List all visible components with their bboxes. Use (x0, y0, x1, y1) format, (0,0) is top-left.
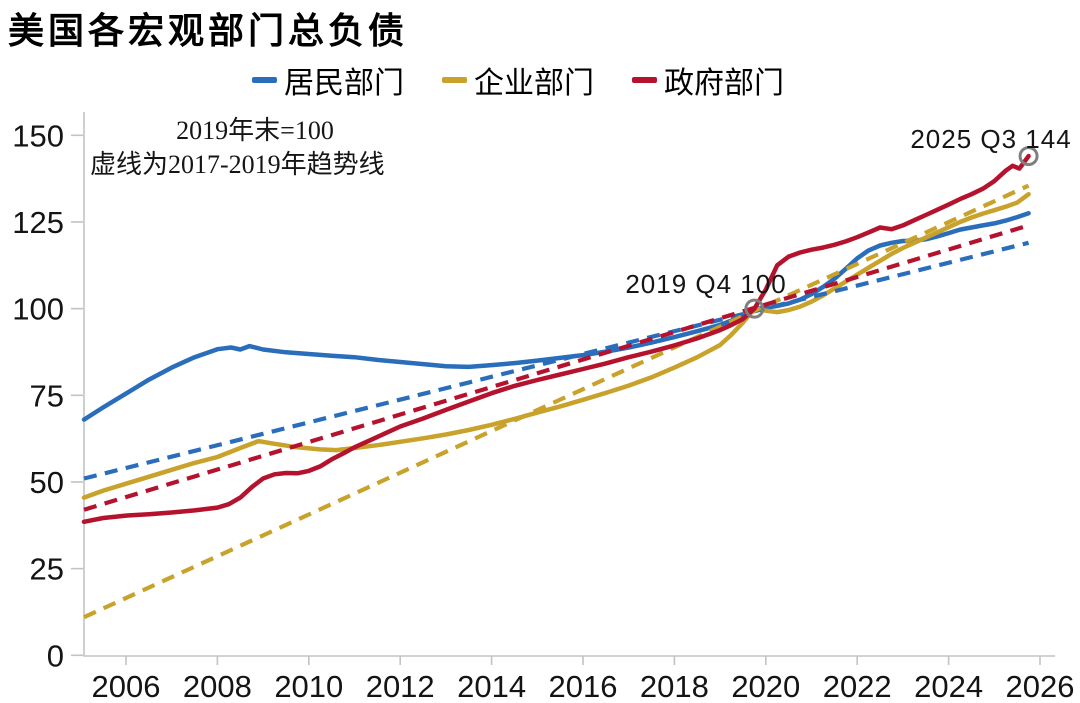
y-axis-tick-label: 150 (12, 118, 64, 153)
y-axis-tick-label: 50 (30, 465, 64, 500)
x-axis-tick-label: 2008 (183, 669, 252, 703)
legend-swatch-household (252, 77, 277, 83)
y-axis-tick-label: 100 (12, 292, 64, 327)
legend-swatch-government (632, 77, 657, 83)
government-trend-line (83, 223, 1030, 512)
legend-item-household: 居民部门 (252, 58, 404, 102)
x-axis-tick-label: 2026 (1006, 669, 1075, 703)
axis-lines (83, 112, 1055, 657)
x-axis-tick-label: 2012 (366, 669, 435, 703)
annotation-index-note: 2019年末=100 (176, 116, 334, 145)
legend-label-household: 居民部门 (284, 67, 404, 100)
government-line (81, 153, 1031, 525)
y-axis-tick-label: 125 (12, 205, 64, 240)
marker-2019q4-circle (744, 298, 765, 319)
x-axis-tick-label: 2024 (914, 669, 983, 703)
x-axis-tick-label: 2018 (640, 669, 709, 703)
x-axis-tick-label: 2010 (274, 669, 343, 703)
legend-item-government: 政府部门 (632, 58, 784, 102)
legend: 居民部门 企业部门 政府部门 (252, 58, 784, 102)
annotation-trendline-note: 虚线为2017-2019年趋势线 (90, 150, 385, 179)
legend-label-corporate: 企业部门 (474, 67, 594, 100)
x-axis-tick-label: 2020 (731, 669, 800, 703)
annotation-2025q3-label: 2025 Q3 144 (910, 124, 1072, 154)
x-axis-tick-label: 2022 (823, 669, 892, 703)
marker-2025q3-circle (1018, 146, 1039, 167)
chart-title: 美国各宏观部门总负债 (8, 11, 409, 51)
x-axis-tick-label: 2016 (549, 669, 618, 703)
annotation-2019q4-label: 2019 Q4 100 (625, 269, 787, 299)
y-axis-tick-label: 0 (47, 638, 64, 673)
legend-label-government: 政府部门 (664, 67, 784, 100)
legend-item-corporate: 企业部门 (442, 58, 594, 102)
corporate-trend-line (83, 183, 1030, 620)
y-axis-tick-label: 25 (30, 552, 64, 587)
corporate-line (81, 191, 1031, 500)
household-line (81, 211, 1031, 422)
y-axis-tick-label: 75 (30, 378, 64, 413)
household-trend-line (83, 240, 1030, 481)
x-axis-tick-label: 2014 (457, 669, 526, 703)
legend-swatch-corporate (442, 77, 467, 83)
x-axis-tick-label: 2006 (92, 669, 161, 703)
